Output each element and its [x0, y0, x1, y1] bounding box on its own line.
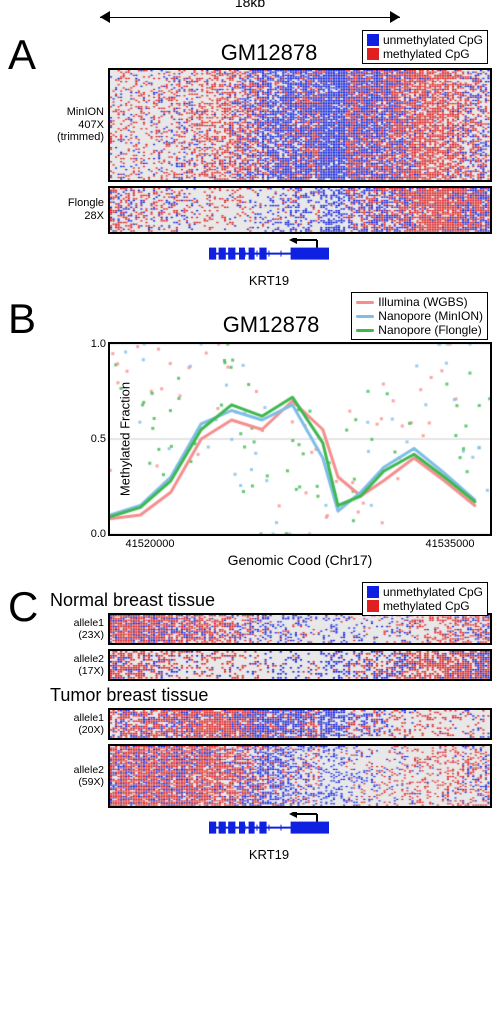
track-label-line: allele2 (17X) — [46, 653, 104, 677]
legend-row: methylated CpG — [367, 47, 483, 61]
track-label: MinION407X (trimmed) — [46, 68, 108, 182]
tissue-title: Tumor breast tissue — [50, 685, 492, 706]
chart-xlabel: Genomic Cood (Chr17) — [110, 552, 490, 568]
track-canvas — [110, 70, 490, 180]
panel-a: A unmethylated CpGmethylated CpG GM12878… — [8, 30, 492, 288]
legend-row: Nanopore (Flongle) — [356, 323, 483, 337]
legend-swatch — [367, 586, 379, 598]
gene-name-c: KRT19 — [46, 847, 492, 862]
panel-a-legend: unmethylated CpGmethylated CpG — [362, 30, 488, 64]
methylation-track: allele2 (59X) — [46, 744, 492, 808]
panel-letter-a: A — [8, 30, 46, 76]
methylation-track: allele1 (20X) — [46, 708, 492, 740]
track-label-line: 407X (trimmed) — [46, 119, 104, 144]
track-label: allele1 (23X) — [46, 613, 108, 645]
legend-row: methylated CpG — [367, 599, 483, 613]
chart-xtick: 41535000 — [426, 538, 475, 550]
track-canvas-wrap — [108, 186, 492, 234]
legend-row: Nanopore (MinION) — [356, 309, 483, 323]
track-label: allele2 (17X) — [46, 649, 108, 681]
track-canvas — [110, 710, 490, 738]
track-label-line: Flongle — [46, 197, 104, 210]
track-canvas — [110, 651, 490, 679]
gene-model-a: KRT19 — [46, 238, 492, 288]
chart-ytick: 0.5 — [91, 433, 106, 445]
legend-label: Nanopore (MinION) — [378, 309, 483, 323]
track-canvas — [110, 615, 490, 643]
gene-model-c: KRT19 — [46, 812, 492, 862]
methylation-fraction-chart: Methylated Fraction 0.00.51.0 4152000041… — [108, 342, 492, 536]
panel-letter-c: C — [8, 582, 46, 628]
legend-label: methylated CpG — [383, 47, 470, 61]
track-canvas-wrap — [108, 68, 492, 182]
methylation-track: MinION407X (trimmed) — [46, 68, 492, 182]
track-label: allele2 (59X) — [46, 744, 108, 808]
panel-c-legend: unmethylated CpGmethylated CpG — [362, 582, 488, 616]
chart-ytick: 1.0 — [91, 338, 106, 350]
track-label-line: allele1 (23X) — [46, 617, 104, 641]
legend-row: unmethylated CpG — [367, 33, 483, 47]
legend-row: Illumina (WGBS) — [356, 295, 483, 309]
methylation-track: allele1 (23X) — [46, 613, 492, 645]
panel-b: B Illumina (WGBS)Nanopore (MinION)Nanopo… — [8, 294, 492, 536]
track-label-line: allele1 (20X) — [46, 712, 104, 736]
gene-name-a: KRT19 — [46, 273, 492, 288]
legend-swatch — [356, 329, 374, 332]
chart-ytick: 0.0 — [91, 528, 106, 540]
legend-swatch — [367, 34, 379, 46]
methylation-track: Flongle28X — [46, 186, 492, 234]
legend-label: methylated CpG — [383, 599, 470, 613]
legend-label: unmethylated CpG — [383, 33, 483, 47]
legend-swatch — [367, 600, 379, 612]
legend-row: unmethylated CpG — [367, 585, 483, 599]
panel-b-legend: Illumina (WGBS)Nanopore (MinION)Nanopore… — [351, 292, 488, 340]
panel-letter-b: B — [8, 294, 50, 340]
legend-label: unmethylated CpG — [383, 585, 483, 599]
chart-ylabel: Methylated Fraction — [118, 382, 133, 496]
legend-swatch — [356, 301, 374, 304]
track-canvas-wrap — [108, 744, 492, 808]
legend-label: Illumina (WGBS) — [378, 295, 467, 309]
region-scalebar: 18kb — [8, 8, 492, 26]
track-canvas — [110, 188, 490, 232]
legend-swatch — [367, 48, 379, 60]
track-canvas-wrap — [108, 649, 492, 681]
panel-c: C unmethylated CpGmethylated CpG Normal … — [8, 582, 492, 862]
chart-xtick: 41520000 — [126, 538, 175, 550]
track-canvas-wrap — [108, 708, 492, 740]
track-label-line: MinION — [46, 106, 104, 119]
track-label-line: 28X — [46, 210, 104, 223]
scalebar-label: 18kb — [100, 0, 400, 10]
track-label: Flongle28X — [46, 186, 108, 234]
legend-label: Nanopore (Flongle) — [378, 323, 481, 337]
track-label-line: allele2 (59X) — [46, 764, 104, 788]
methylation-track: allele2 (17X) — [46, 649, 492, 681]
track-label: allele1 (20X) — [46, 708, 108, 740]
legend-swatch — [356, 315, 374, 318]
track-canvas-wrap — [108, 613, 492, 645]
track-canvas — [110, 746, 490, 806]
